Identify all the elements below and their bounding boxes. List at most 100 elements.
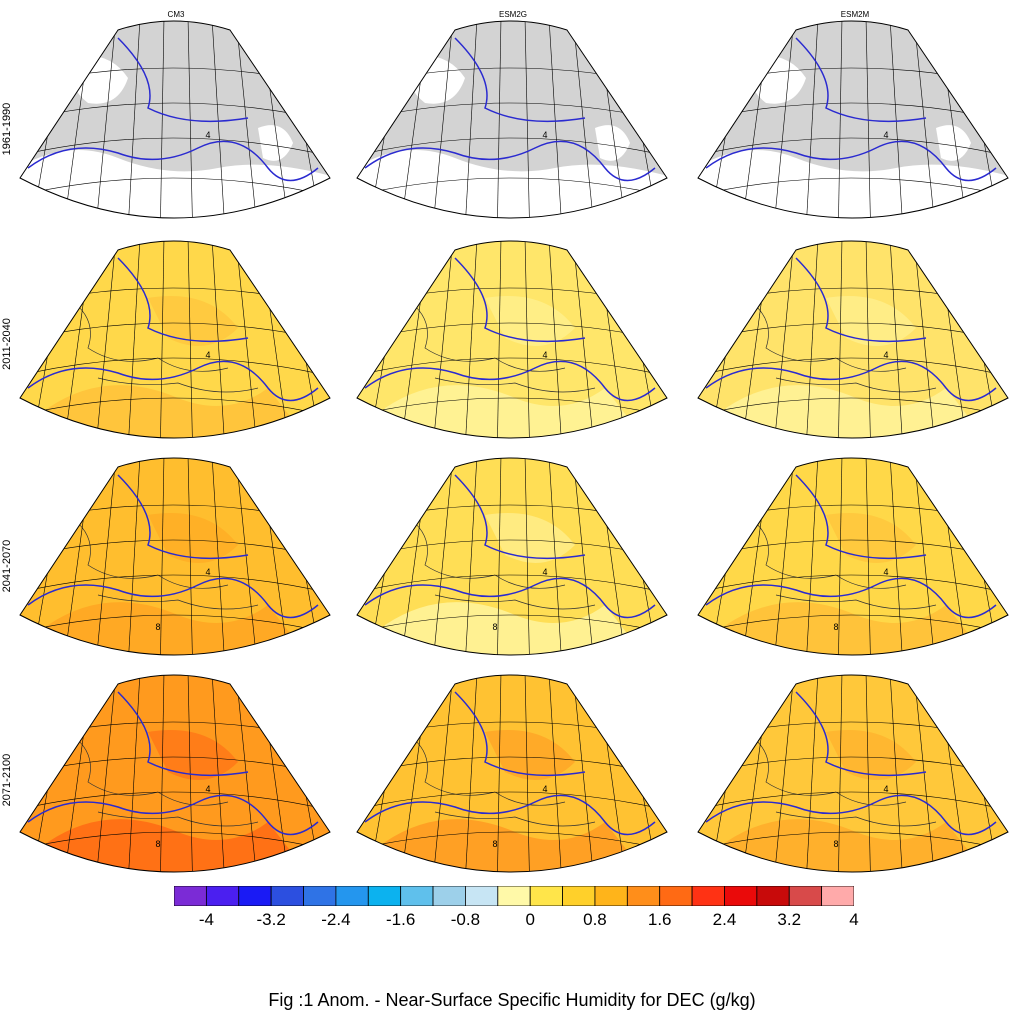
- map-border: [356, 20, 668, 219]
- parallel-line: [357, 791, 667, 813]
- parallel-line: [20, 357, 330, 379]
- contour-line: [27, 577, 319, 619]
- map-border: [356, 457, 668, 656]
- colorbar-swatch: [756, 886, 790, 906]
- meridian-line: [159, 458, 165, 655]
- meridian-line: [187, 458, 194, 655]
- parallel-line: [698, 137, 1008, 159]
- colorbar-swatch: [529, 886, 563, 906]
- column-title-esm2m: ESM2M: [840, 10, 870, 19]
- colorbar-swatch: [303, 886, 337, 906]
- sea-region: [20, 150, 330, 218]
- meridian-line: [837, 458, 843, 655]
- meridian-line: [524, 675, 531, 872]
- parallel-line: [20, 397, 330, 419]
- meridian-line: [524, 21, 531, 218]
- meridian-line: [865, 458, 872, 655]
- coastline: [97, 594, 259, 610]
- map-border: [19, 674, 331, 873]
- humidity-anomaly-region: [485, 730, 575, 780]
- colorbar-swatch: [400, 886, 434, 906]
- coastline: [775, 811, 937, 827]
- map-panel-esm2m-1961-1990: 4: [686, 18, 1016, 238]
- contour-line: [454, 37, 586, 123]
- humidity-anomaly-region: [698, 819, 1008, 872]
- contour-label: 8: [833, 839, 838, 849]
- column-title-cm3: CM3: [167, 10, 185, 19]
- figure-caption: Fig :1 Anom. - Near-Surface Specific Hum…: [268, 990, 756, 1010]
- contour-label: 4: [542, 130, 547, 140]
- meridian-line: [211, 241, 227, 438]
- humidity-anomaly-region: [698, 385, 1008, 438]
- parallel-line: [357, 574, 667, 596]
- parallel-line: [20, 831, 330, 853]
- meridian-line: [463, 675, 478, 872]
- parallel-line: [698, 574, 1008, 596]
- meridian-line: [463, 21, 478, 218]
- colorbar-swatch: [724, 886, 758, 906]
- colorbar-tick-label: -2.4: [321, 910, 351, 929]
- coastline: [97, 377, 259, 393]
- meridian-line: [159, 21, 165, 218]
- parallel-line: [698, 831, 1008, 853]
- parallel-line: [357, 397, 667, 419]
- parallel-line: [357, 614, 667, 636]
- colorbar-tick-label: -4: [198, 910, 214, 929]
- parallel-line: [698, 397, 1008, 419]
- colorbar: [174, 886, 854, 906]
- map-border: [19, 457, 331, 656]
- parallel-line: [20, 791, 330, 813]
- humidity-anomaly-region: [148, 730, 238, 780]
- meridian-line: [159, 675, 165, 872]
- contour-label: 4: [883, 784, 888, 794]
- meridian-line: [548, 241, 564, 438]
- colorbar-swatch: [335, 886, 369, 906]
- meridian-line: [889, 241, 905, 438]
- contour-line: [454, 691, 586, 777]
- contour-label: 4: [542, 350, 547, 360]
- colorbar-swatch: [626, 886, 661, 906]
- contour-line: [117, 257, 249, 343]
- contour-label: 4: [542, 784, 547, 794]
- map-border: [697, 674, 1009, 873]
- colorbar-swatch: [205, 886, 240, 906]
- meridian-line: [187, 21, 194, 218]
- sea-region: [595, 125, 630, 161]
- map-panel-esm2m-2011-2040: 4: [686, 238, 1016, 458]
- humidity-anomaly-region: [826, 296, 916, 346]
- meridian-line: [159, 241, 165, 438]
- meridian-line: [889, 458, 905, 655]
- meridian-line: [837, 675, 843, 872]
- map-panel-esm2g-2011-2040: 4: [345, 238, 675, 458]
- parallel-line: [357, 831, 667, 853]
- map-border: [697, 20, 1009, 219]
- colorbar-tick-label: 1.6: [647, 910, 672, 929]
- contour-line: [117, 691, 249, 777]
- humidity-anomaly-region: [357, 602, 667, 655]
- contour-line: [27, 360, 319, 402]
- contour-label: 8: [833, 622, 838, 632]
- map-panel-cm3-2011-2040: 4: [8, 238, 338, 458]
- meridian-line: [889, 675, 905, 872]
- contour-label: 4: [205, 784, 210, 794]
- meridian-line: [804, 21, 819, 218]
- contour-label: 4: [883, 567, 888, 577]
- meridian-line: [126, 21, 141, 218]
- meridian-line: [865, 241, 872, 438]
- humidity-anomaly-region: [698, 602, 1008, 655]
- contour-line: [364, 794, 656, 836]
- parallel-line: [357, 357, 667, 379]
- contour-label: 8: [155, 839, 160, 849]
- humidity-anomaly-region: [485, 296, 575, 346]
- colorbar-tick-label: -1.6: [386, 910, 416, 929]
- contour-label: 4: [883, 130, 888, 140]
- meridian-line: [889, 21, 905, 218]
- contour-line: [705, 577, 997, 619]
- contour-line: [795, 474, 927, 560]
- parallel-line: [20, 137, 330, 159]
- meridian-line: [126, 675, 141, 872]
- sea-region: [357, 150, 667, 218]
- contour-line: [795, 257, 927, 343]
